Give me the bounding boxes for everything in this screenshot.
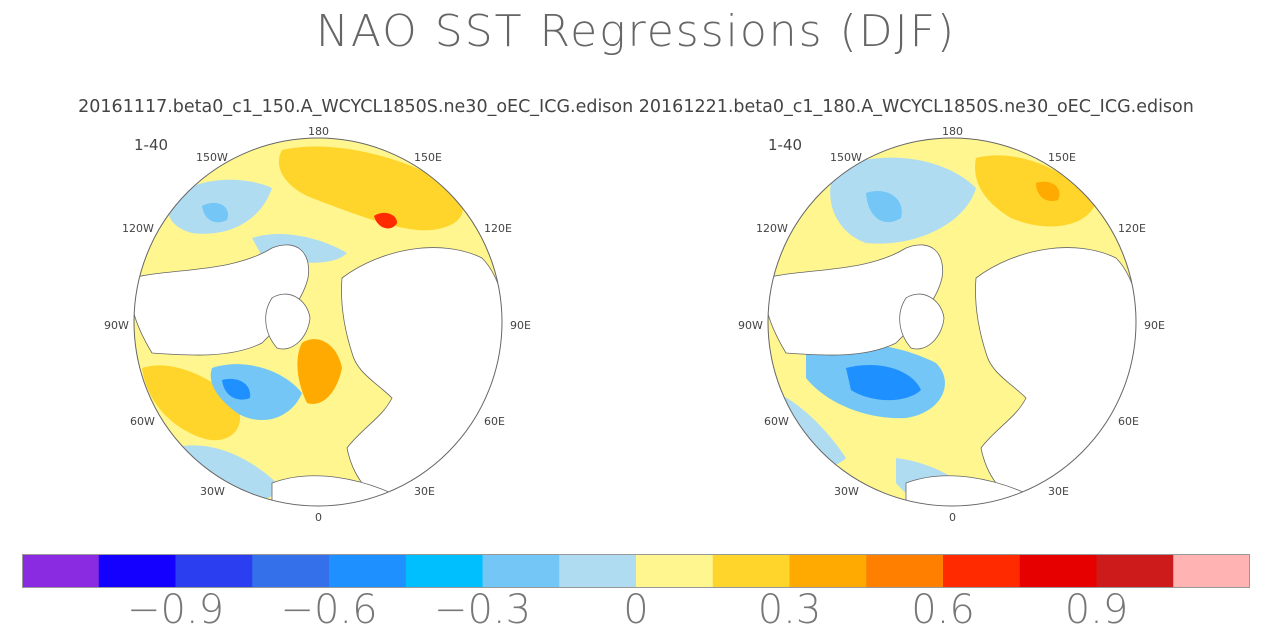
lon-label: 90E — [1144, 319, 1165, 332]
lon-label: 120E — [484, 222, 512, 235]
sst-warm-patch — [278, 146, 463, 231]
colorbar-swatch — [98, 554, 176, 588]
colorbar-tick-label: 0.9 — [1064, 587, 1129, 633]
colorbar-tick-label: 0.6 — [911, 587, 975, 633]
colorbar-frame — [22, 554, 1250, 588]
chart-subtitle: 20161117.beta0_c1_150.A_WCYCL1850S.ne30_… — [78, 97, 1194, 117]
lon-label: 30W — [834, 485, 859, 498]
colorbar-tick-label: 0.3 — [757, 587, 822, 633]
colorbar-swatch — [1019, 554, 1097, 588]
map-boundary — [767, 137, 1137, 507]
sst-warm-patch — [975, 155, 1096, 227]
map-boundary — [133, 137, 503, 507]
lon-label: 120W — [756, 222, 788, 235]
land-greenland — [899, 293, 945, 350]
lon-label: 120W — [122, 222, 154, 235]
colorbar-swatch — [712, 554, 790, 588]
lon-label: 30E — [1048, 485, 1069, 498]
sst-cool-patch — [830, 157, 976, 244]
sst-warm-core — [374, 212, 397, 229]
colorbar-swatch — [175, 554, 253, 588]
lon-label: 30W — [200, 485, 225, 498]
sst-warm-patch — [142, 365, 241, 441]
colorbar-swatch — [943, 554, 1021, 588]
polar-map-right — [767, 137, 1137, 507]
period-label: 1-40 — [768, 136, 803, 154]
lon-label: 0 — [949, 511, 956, 524]
lon-label: 180 — [942, 125, 963, 138]
lon-label: 60E — [484, 415, 505, 428]
lon-label: 60E — [1118, 415, 1139, 428]
colorbar-swatch — [866, 554, 944, 588]
colorbar-tick-label: −0.3 — [433, 587, 532, 633]
lon-label: 90W — [738, 319, 763, 332]
colorbar-swatch — [22, 554, 100, 588]
colorbar-swatch — [789, 554, 867, 588]
land-eurasia — [975, 247, 1136, 504]
chart-title: NAO SST Regressions (DJF) — [315, 6, 957, 57]
period-label: 1-40 — [134, 136, 169, 154]
lon-label: 0 — [315, 511, 322, 524]
lon-label: 60W — [130, 415, 155, 428]
colorbar-swatch — [1096, 554, 1174, 588]
map-panel-right: 1-40 180 150E 120E 90E 60E 30E 0 30W 60W… — [738, 125, 1165, 528]
colorbar — [22, 554, 1250, 588]
lon-label: 90W — [104, 319, 129, 332]
colorbar-tick-label: −0.9 — [126, 587, 225, 633]
land-eurasia — [341, 247, 502, 504]
land-greenland — [265, 293, 311, 350]
colorbar-swatch — [329, 554, 407, 588]
lon-label: 150E — [1048, 151, 1076, 164]
lon-label: 150W — [830, 151, 862, 164]
sst-cool-patch — [222, 378, 251, 400]
colorbar-swatch — [482, 554, 560, 588]
lon-label: 180 — [308, 125, 329, 138]
map-panel-left: 1-40 180 150E 120E 90E 60E 30E 0 30W 60W… — [104, 125, 531, 528]
colorbar-tick-label: 0 — [623, 587, 649, 633]
sst-cool-patch — [866, 190, 902, 223]
lon-label: 150W — [196, 151, 228, 164]
colorbar-swatch — [405, 554, 483, 588]
colorbar-tick-label: −0.6 — [280, 587, 378, 633]
lon-label: 150E — [414, 151, 442, 164]
lon-label: 60W — [764, 415, 789, 428]
colorbar-swatch — [636, 554, 714, 588]
colorbar-swatch — [559, 554, 637, 588]
sst-cool-patch — [846, 364, 921, 401]
sst-warm-patch — [297, 339, 342, 404]
sst-cool-patch — [210, 364, 302, 421]
lon-label: 120E — [1118, 222, 1146, 235]
colorbar-swatch — [252, 554, 330, 588]
colorbar-swatch — [1173, 554, 1250, 588]
sst-warm-patch — [1036, 181, 1060, 202]
sst-cool-patch — [202, 202, 228, 223]
lon-label: 30E — [414, 485, 435, 498]
lon-label: 90E — [510, 319, 531, 332]
polar-map-left — [133, 137, 503, 507]
